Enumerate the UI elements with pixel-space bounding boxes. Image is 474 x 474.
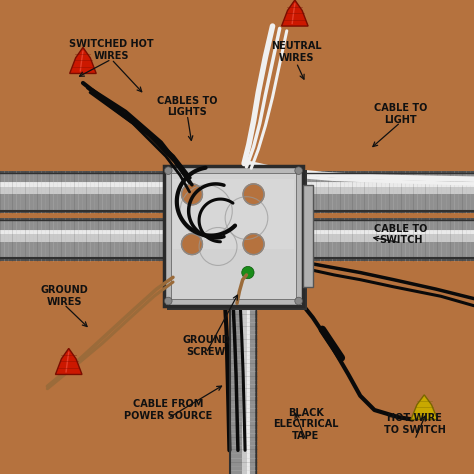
Polygon shape	[55, 348, 82, 374]
Text: CABLES TO
LIGHTS: CABLES TO LIGHTS	[157, 96, 218, 118]
Text: GROUND
WIRES: GROUND WIRES	[40, 285, 88, 307]
Bar	[173, 179, 294, 249]
Circle shape	[182, 184, 202, 205]
Bar	[0, 221, 164, 257]
Polygon shape	[70, 47, 96, 73]
Bar	[303, 185, 313, 287]
Bar	[231, 306, 255, 474]
Circle shape	[295, 297, 302, 305]
Text: SWITCHED HOT
WIRES: SWITCHED HOT WIRES	[69, 39, 154, 61]
Text: BLACK
ELECTRICAL
TAPE: BLACK ELECTRICAL TAPE	[273, 408, 338, 441]
Polygon shape	[411, 395, 438, 419]
Bar	[0, 183, 164, 194]
Bar	[303, 182, 474, 187]
Text: HOT WIRE
TO SWITCH: HOT WIRE TO SWITCH	[384, 413, 446, 435]
Bar	[303, 221, 474, 257]
Circle shape	[182, 234, 202, 255]
Text: CABLE TO
LIGHT: CABLE TO LIGHT	[374, 103, 427, 125]
Bar	[246, 306, 249, 474]
Bar	[0, 174, 164, 210]
Polygon shape	[282, 0, 308, 26]
Text: CABLE TO
SWITCH: CABLE TO SWITCH	[374, 224, 427, 246]
Bar	[167, 170, 307, 310]
Circle shape	[295, 167, 302, 174]
Bar	[242, 306, 249, 474]
Bar	[0, 182, 164, 187]
Circle shape	[243, 234, 264, 255]
Bar	[303, 174, 474, 210]
Text: CABLE FROM
POWER SOURCE: CABLE FROM POWER SOURCE	[124, 399, 212, 421]
Circle shape	[242, 266, 254, 279]
Bar	[303, 230, 474, 234]
Bar	[164, 166, 303, 306]
Bar	[303, 171, 474, 213]
Bar	[303, 231, 474, 242]
Bar	[0, 231, 164, 242]
Bar	[0, 171, 164, 213]
Bar	[303, 183, 474, 194]
Bar	[171, 173, 296, 299]
Bar	[303, 218, 474, 261]
Bar	[0, 230, 164, 234]
Text: GROUND
SCREW: GROUND SCREW	[182, 335, 230, 357]
Bar	[0, 218, 164, 261]
Text: NEUTRAL
WIRES: NEUTRAL WIRES	[271, 41, 321, 63]
Circle shape	[164, 297, 172, 305]
Bar	[229, 306, 257, 474]
Circle shape	[164, 167, 172, 174]
Circle shape	[243, 184, 264, 205]
